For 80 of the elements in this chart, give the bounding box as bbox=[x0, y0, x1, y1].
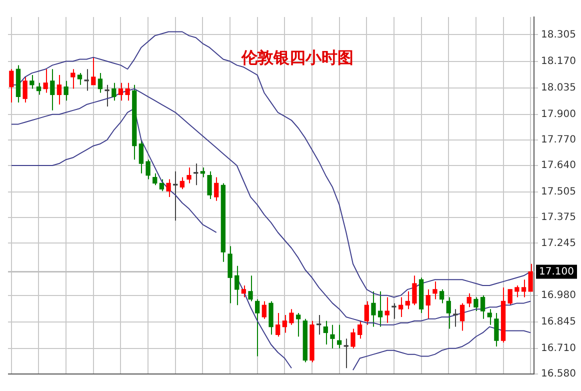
candlestick bbox=[159, 178, 164, 192]
candlestick bbox=[412, 275, 417, 306]
candlestick bbox=[453, 308, 458, 328]
y-tick-label: 16.845 bbox=[541, 316, 576, 328]
y-tick-label: 18.170 bbox=[541, 56, 576, 67]
candlestick bbox=[474, 296, 478, 312]
y-tick-label: 17.375 bbox=[541, 212, 576, 224]
candlestick bbox=[84, 68, 89, 92]
candlestick bbox=[296, 312, 301, 338]
candlestick bbox=[138, 139, 144, 174]
candlestick bbox=[22, 76, 28, 104]
candlestick bbox=[487, 308, 492, 326]
candlestick bbox=[43, 68, 48, 94]
candlestick bbox=[36, 82, 42, 96]
candlestick bbox=[248, 275, 253, 302]
candlestick bbox=[234, 265, 240, 306]
candlestick bbox=[166, 178, 171, 198]
ref-line-label: 17.100 bbox=[539, 266, 574, 278]
candlestick bbox=[180, 176, 185, 190]
candlestick bbox=[398, 296, 404, 318]
candlestick bbox=[405, 290, 410, 310]
text: 伦敦银四小时图 bbox=[240, 48, 354, 68]
candlestick bbox=[50, 68, 55, 111]
candlestick bbox=[289, 308, 294, 326]
candlestick bbox=[30, 74, 34, 90]
candlestick bbox=[214, 176, 219, 202]
candlestick bbox=[336, 324, 342, 349]
candlestick bbox=[460, 302, 465, 332]
candlestick bbox=[364, 300, 369, 326]
candlestick bbox=[357, 320, 362, 340]
candlestick bbox=[70, 68, 76, 90]
y-tick-label: 16.980 bbox=[541, 290, 576, 301]
y-tick-label: 16.580 bbox=[541, 368, 576, 380]
y-tick-label: 17.505 bbox=[541, 186, 576, 198]
candlestick bbox=[112, 82, 116, 102]
candlestick bbox=[146, 159, 150, 180]
candlestick bbox=[64, 80, 68, 102]
candlestick bbox=[262, 300, 267, 320]
y-tick-label: 17.900 bbox=[541, 108, 576, 120]
candlestick bbox=[118, 82, 124, 102]
candlestick bbox=[323, 320, 328, 345]
candlestick bbox=[446, 296, 451, 330]
candlestick bbox=[241, 284, 246, 298]
candlestick bbox=[9, 68, 14, 104]
candlestick bbox=[56, 74, 62, 106]
candlestick bbox=[344, 338, 348, 369]
candlestick bbox=[514, 284, 520, 298]
candlestick bbox=[392, 302, 396, 320]
candlestick bbox=[186, 166, 192, 184]
candlestick bbox=[439, 288, 444, 304]
candlestick bbox=[200, 166, 206, 178]
y-tick-label: 16.710 bbox=[541, 343, 576, 354]
candlestick bbox=[276, 312, 280, 338]
candlestick bbox=[371, 290, 376, 328]
candlestick bbox=[508, 288, 512, 306]
candlestick bbox=[426, 288, 430, 320]
y-tick-label: 17.640 bbox=[541, 160, 576, 172]
candlestick bbox=[521, 279, 526, 298]
y-tick-label: 18.035 bbox=[541, 82, 576, 94]
candlestick bbox=[378, 290, 383, 328]
candlestick bbox=[104, 84, 110, 107]
candlestick bbox=[350, 328, 356, 349]
y-tick-label: 17.245 bbox=[541, 238, 576, 249]
candlestick bbox=[152, 172, 158, 186]
candlestick bbox=[528, 263, 533, 292]
candlestick bbox=[91, 56, 96, 86]
candlestick bbox=[384, 296, 390, 324]
candlestick bbox=[98, 72, 103, 94]
candlestick bbox=[255, 298, 260, 357]
candlestick bbox=[480, 294, 486, 320]
candlestick bbox=[494, 312, 499, 347]
candlestick bbox=[432, 281, 438, 300]
candlestick bbox=[125, 82, 130, 102]
y-tick-label: 17.770 bbox=[541, 134, 576, 146]
candlestick bbox=[207, 170, 212, 200]
candlestick bbox=[77, 72, 82, 86]
candlestick bbox=[330, 324, 335, 349]
candlestick bbox=[466, 292, 472, 308]
candlestick bbox=[282, 314, 287, 334]
y-tick-label: 18.305 bbox=[541, 29, 576, 40]
